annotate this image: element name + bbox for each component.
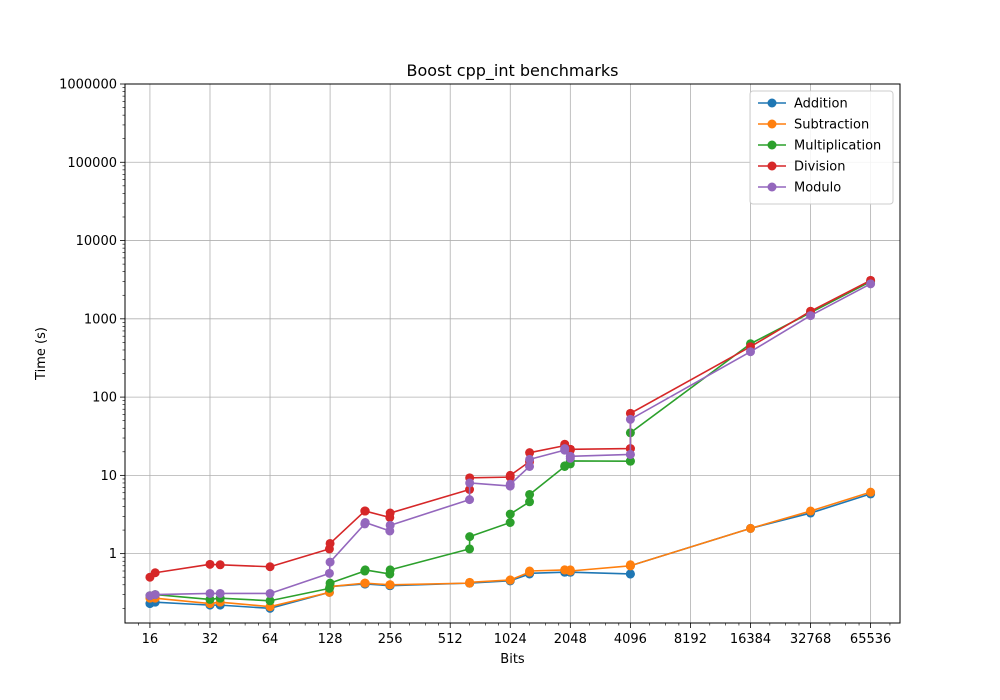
x-tick-label: 32 (202, 632, 219, 647)
data-point (360, 578, 370, 588)
data-point (385, 580, 395, 590)
data-point (465, 577, 475, 587)
legend-box (749, 90, 894, 205)
x-tick-label: 512 (438, 632, 463, 647)
data-point (560, 444, 570, 454)
data-point (465, 544, 475, 554)
data-point (385, 520, 395, 530)
data-point (325, 578, 335, 588)
data-point (525, 448, 535, 458)
data-point (625, 456, 635, 466)
data-point (150, 568, 160, 578)
x-tick-label: 128 (318, 632, 343, 647)
legend-item-addition: Addition (758, 97, 848, 112)
legend-item-division: Division (758, 160, 846, 175)
data-point (385, 565, 395, 575)
data-point (205, 559, 215, 569)
data-point (745, 523, 755, 533)
data-point (625, 569, 635, 579)
data-point (565, 451, 575, 461)
x-tick-label: 8192 (674, 632, 707, 647)
x-tick-label: 4096 (614, 632, 647, 647)
y-tick-label: 1000 (84, 312, 117, 327)
y-axis-label: Time (s) (34, 327, 49, 381)
x-tick-label: 16 (142, 632, 159, 647)
y-tick-label: 10000 (76, 234, 117, 249)
data-point (806, 311, 816, 321)
legend-label: Modulo (794, 181, 841, 196)
data-point (385, 508, 395, 518)
axis-ticks: 16 32 64 128 256 512 1024 2048 4096 8192 16384 3276… (59, 78, 891, 648)
data-point (265, 596, 275, 606)
data-point (806, 506, 816, 516)
legend-marker (767, 140, 777, 150)
data-point (325, 557, 335, 567)
data-point (325, 538, 335, 548)
chart-title: Boost cpp_int benchmarks (407, 61, 619, 81)
legend: Addition Subtraction Multiplication Divisio… (749, 90, 894, 205)
data-point (324, 568, 334, 578)
data-point (625, 414, 635, 424)
legend-marker (767, 182, 777, 192)
data-point (505, 470, 515, 480)
x-tick-label: 1024 (494, 632, 527, 647)
data-point (265, 562, 275, 572)
data-point (745, 347, 755, 357)
legend-label: Addition (794, 97, 848, 112)
series-subtraction (145, 487, 876, 612)
data-point (525, 489, 535, 499)
legend-item-modulo: Modulo (758, 181, 841, 196)
legend-item-multiplication: Multiplication (758, 139, 881, 154)
data-point (505, 575, 515, 585)
data-point (205, 588, 215, 598)
legend-marker (767, 161, 777, 171)
series-modulo (145, 279, 876, 601)
legend-marker (767, 119, 777, 129)
x-tick-label: 32768 (790, 632, 831, 647)
legend-marker (767, 98, 777, 108)
plot-area-frame (124, 83, 901, 624)
data-point (866, 279, 876, 289)
data-point (465, 478, 475, 488)
data-point (565, 566, 575, 576)
data-point (525, 454, 535, 464)
x-axis-label: Bits (500, 652, 525, 667)
x-tick-label: 65536 (850, 632, 891, 647)
data-point (360, 517, 370, 527)
y-tick-label: 1000000 (59, 78, 117, 93)
legend-label: Division (794, 160, 846, 175)
data-point (465, 532, 475, 542)
x-tick-label: 64 (262, 632, 279, 647)
data-point (505, 509, 515, 519)
data-point (265, 588, 275, 598)
x-tick-label: 256 (378, 632, 403, 647)
data-point (525, 497, 535, 507)
x-tick-label: 2048 (554, 632, 587, 647)
data-point (625, 561, 635, 571)
legend-label: Subtraction (794, 118, 869, 133)
y-tick-label: 100 (92, 391, 117, 406)
data-point (866, 487, 876, 497)
y-tick-label: 10 (100, 469, 117, 484)
x-tick-label: 16384 (730, 632, 771, 647)
legend-item-subtraction: Subtraction (758, 118, 869, 133)
data-point (525, 461, 535, 471)
series-layer (145, 275, 876, 613)
legend-label: Multiplication (794, 139, 881, 154)
data-point (525, 566, 535, 576)
data-point (505, 479, 515, 489)
data-point (360, 565, 370, 575)
data-point (360, 506, 370, 516)
data-point (465, 495, 475, 505)
data-point (215, 560, 225, 570)
data-point (150, 590, 160, 600)
y-tick-label: 1 (109, 547, 117, 562)
data-point (625, 449, 635, 459)
data-point (505, 517, 515, 527)
data-point (215, 588, 225, 598)
y-tick-label: 100000 (67, 156, 117, 171)
